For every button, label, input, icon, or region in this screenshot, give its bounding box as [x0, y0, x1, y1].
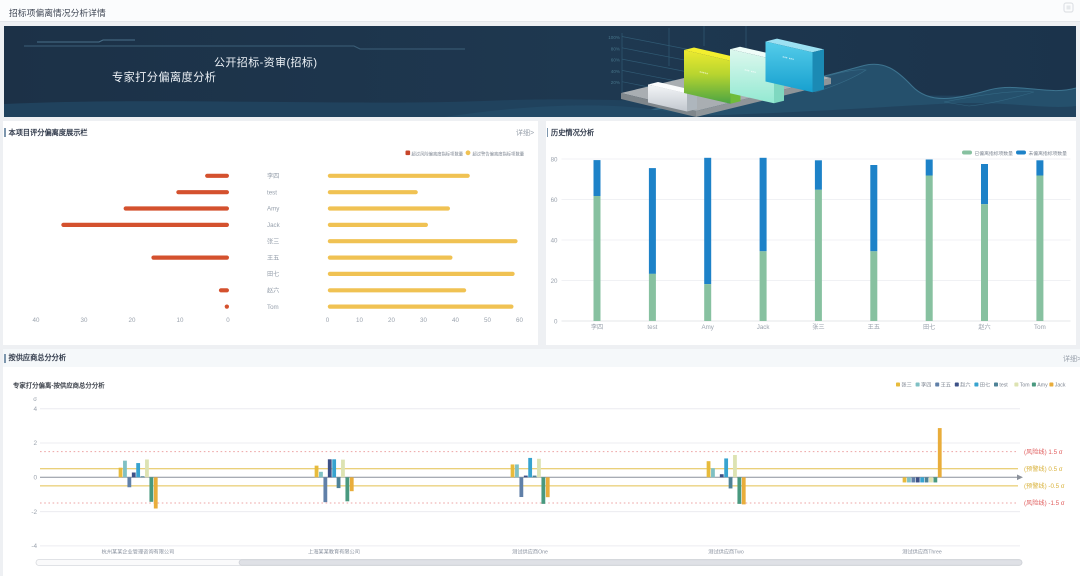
svg-text:(风险线) -1.5 σ: (风险线) -1.5 σ [1024, 499, 1065, 507]
svg-text:20: 20 [129, 317, 136, 324]
svg-text:Amy: Amy [1037, 383, 1048, 389]
svg-text:30: 30 [420, 317, 427, 324]
svg-text:80%: 80% [611, 46, 620, 51]
svg-text:已偏离指标项数量: 已偏离指标项数量 [974, 150, 1013, 157]
svg-text:未偏离指标项数量: 未偏离指标项数量 [1028, 150, 1067, 157]
svg-text:20: 20 [388, 317, 395, 324]
svg-text:赵六: 赵六 [267, 286, 279, 294]
svg-text:Amy: Amy [701, 324, 714, 331]
svg-text:100%: 100% [608, 35, 620, 40]
svg-text:60%: 60% [611, 58, 620, 63]
svg-text:超过警告偏离度指标项数量: 超过警告偏离度指标项数量 [473, 150, 525, 157]
svg-text:田七: 田七 [980, 381, 990, 389]
svg-text:60: 60 [550, 197, 557, 204]
svg-text:Tom: Tom [267, 304, 279, 311]
svg-text:王五: 王五 [941, 382, 951, 389]
svg-text:李四: 李四 [590, 323, 602, 331]
svg-text:0: 0 [226, 317, 230, 324]
svg-text:Jack: Jack [1055, 383, 1066, 389]
svg-text:Jack: Jack [756, 324, 770, 331]
svg-text:测试供应商One: 测试供应商One [512, 548, 548, 556]
svg-text:张三: 张三 [267, 237, 279, 245]
svg-text:-4: -4 [31, 543, 37, 550]
svg-text:40: 40 [452, 317, 459, 324]
svg-text:40: 40 [33, 317, 40, 324]
svg-text:20%: 20% [611, 80, 620, 85]
svg-text:40%: 40% [611, 69, 620, 74]
svg-text:张三: 张三 [901, 381, 911, 389]
svg-text:张三: 张三 [812, 323, 824, 331]
svg-text:田七: 田七 [923, 323, 935, 331]
svg-text:2: 2 [33, 440, 37, 447]
svg-text:4: 4 [33, 406, 37, 413]
svg-text:80: 80 [550, 156, 557, 163]
svg-text:Jack: Jack [267, 222, 281, 229]
svg-text:20: 20 [550, 278, 557, 285]
svg-text:σ: σ [33, 397, 37, 403]
svg-text:-2: -2 [31, 509, 37, 516]
svg-text:50: 50 [484, 317, 491, 324]
svg-text:*** ***: *** *** [744, 68, 757, 76]
svg-text:0: 0 [326, 317, 330, 324]
svg-text:40: 40 [550, 237, 557, 244]
svg-text:赵六: 赵六 [960, 381, 970, 389]
svg-text:test: test [647, 324, 657, 331]
svg-text:王五: 王五 [867, 324, 879, 331]
svg-text:田七: 田七 [267, 270, 279, 278]
svg-text:李四: 李四 [921, 381, 931, 389]
svg-text:(预警线) -0.5 σ: (预警线) -0.5 σ [1024, 482, 1065, 490]
svg-text:Tom: Tom [1034, 324, 1046, 331]
svg-text:test: test [267, 189, 277, 196]
svg-text:0: 0 [554, 318, 558, 325]
svg-text:0: 0 [33, 475, 37, 482]
svg-text:(预警线) 0.5 σ: (预警线) 0.5 σ [1024, 465, 1063, 473]
svg-text:上海某某教育有限公司: 上海某某教育有限公司 [308, 548, 360, 556]
svg-text:30: 30 [81, 317, 88, 324]
svg-text:Tom: Tom [1020, 383, 1030, 389]
svg-text:李四: 李四 [267, 172, 279, 180]
svg-text:test: test [999, 383, 1008, 389]
svg-text:杭州某某企业管理咨询有限公司: 杭州某某企业管理咨询有限公司 [102, 548, 175, 556]
svg-text:超过风险偏离度指标项数量: 超过风险偏离度指标项数量 [412, 150, 464, 157]
svg-text:测试供应商Two: 测试供应商Two [708, 548, 744, 556]
svg-text:60: 60 [516, 317, 523, 324]
svg-text:10: 10 [177, 317, 184, 324]
svg-text:(风险线) 1.5 σ: (风险线) 1.5 σ [1024, 448, 1063, 456]
svg-text:10: 10 [356, 317, 363, 324]
svg-text:Amy: Amy [267, 206, 280, 213]
svg-text:王五: 王五 [267, 255, 279, 262]
svg-text:*****: ***** [699, 70, 709, 77]
svg-text:测试供应商Three: 测试供应商Three [902, 548, 942, 556]
svg-text:专家打分偏离-按供应商总分分析: 专家打分偏离-按供应商总分分析 [13, 381, 105, 390]
svg-text:赵六: 赵六 [978, 323, 990, 331]
svg-text:*** ***: *** *** [782, 55, 795, 63]
